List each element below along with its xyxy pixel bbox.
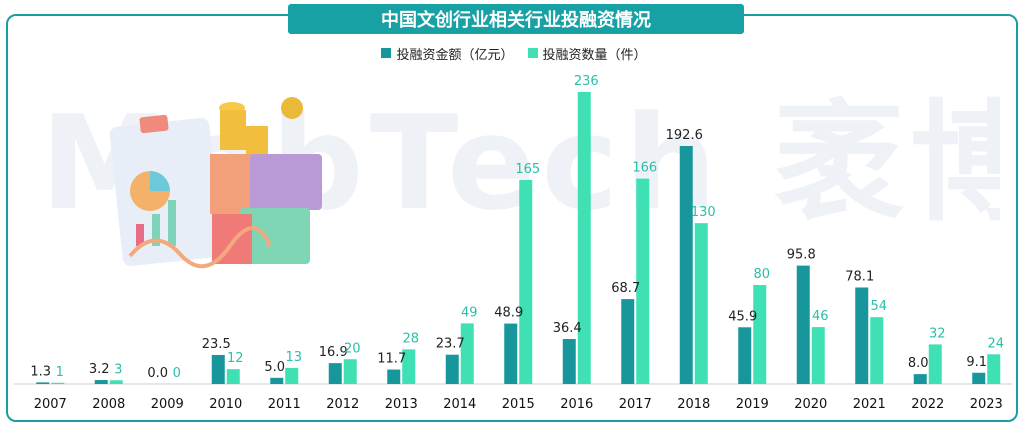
data-label-count-2008: 3 (114, 362, 122, 377)
bar-amount-2015 (504, 323, 518, 384)
bar-amount-2010 (211, 354, 225, 384)
x-tick-label-2021: 2021 (853, 397, 886, 412)
legend-label-amount: 投融资金额（亿元） (396, 47, 514, 63)
data-label-count-2009: 0 (173, 366, 181, 381)
legend-label-count: 投融资数量（件） (542, 47, 647, 63)
bar-count-2008 (109, 380, 123, 384)
data-label-count-2019: 80 (753, 267, 770, 282)
data-label-amount-2021: 78.1 (845, 269, 874, 284)
x-tick-label-2011: 2011 (268, 397, 301, 412)
bar-amount-2012 (328, 363, 342, 384)
bar-amount-2007 (36, 382, 50, 384)
bar-count-2014 (460, 323, 474, 384)
data-label-count-2013: 28 (402, 331, 419, 346)
decorative-illustration (109, 97, 322, 269)
data-label-amount-2011: 5.0 (264, 360, 285, 375)
bar-count-2019 (753, 285, 767, 384)
data-label-count-2007: 1 (56, 365, 64, 380)
data-label-amount-2018: 192.6 (666, 128, 703, 143)
x-tick-label-2018: 2018 (677, 397, 710, 412)
x-tick-label-2010: 2010 (209, 397, 242, 412)
data-label-amount-2022: 8.0 (908, 356, 929, 371)
data-label-amount-2017: 68.7 (611, 281, 640, 296)
legend-swatch-count (527, 48, 538, 58)
data-label-count-2023: 24 (987, 336, 1004, 351)
bar-count-2016 (577, 92, 591, 384)
bar-count-2011 (285, 367, 299, 384)
bar-count-2007 (51, 382, 65, 384)
bar-amount-2017 (621, 299, 635, 384)
data-label-count-2016: 236 (574, 74, 599, 89)
data-label-amount-2023: 9.1 (966, 355, 987, 370)
x-tick-label-2023: 2023 (970, 397, 1003, 412)
bar-amount-2020 (796, 265, 810, 384)
x-tick-label-2012: 2012 (326, 397, 359, 412)
data-label-count-2021: 54 (870, 299, 887, 314)
data-label-count-2012: 20 (344, 341, 361, 356)
bar-amount-2014 (445, 354, 459, 384)
data-label-amount-2012: 16.9 (319, 345, 348, 360)
data-label-count-2017: 166 (632, 161, 657, 176)
bar-amount-2011 (270, 377, 284, 384)
x-tick-label-2016: 2016 (560, 397, 593, 412)
data-label-amount-2014: 23.7 (436, 337, 465, 352)
x-tick-label-2013: 2013 (385, 397, 418, 412)
bar-amount-2008 (94, 380, 108, 384)
data-label-count-2018: 130 (691, 205, 716, 220)
bar-amount-2022 (913, 374, 927, 384)
x-tick-label-2015: 2015 (502, 397, 535, 412)
bar-amount-2023 (972, 372, 986, 384)
bar-count-2023 (987, 354, 1001, 384)
data-label-amount-2008: 3.2 (89, 362, 110, 377)
bar-count-2018 (694, 223, 708, 384)
bar-count-2010 (226, 369, 240, 384)
legend-swatch-amount (381, 48, 392, 58)
bar-amount-2021 (855, 287, 869, 384)
x-tick-label-2020: 2020 (794, 397, 827, 412)
x-tick-label-2008: 2008 (92, 397, 125, 412)
legend-item-amount: 投融资金额（亿元） (381, 44, 514, 63)
x-tick-label-2014: 2014 (443, 397, 476, 412)
bar-count-2013 (402, 349, 416, 384)
bar-count-2022 (928, 344, 942, 384)
legend: 投融资金额（亿元） 投融资数量（件） (0, 42, 1028, 64)
data-label-amount-2013: 11.7 (377, 352, 406, 367)
bar-amount-2019 (738, 327, 752, 384)
data-label-amount-2007: 1.3 (30, 364, 51, 379)
data-label-count-2022: 32 (929, 326, 946, 341)
x-tick-label-2017: 2017 (619, 397, 652, 412)
data-label-amount-2009: 0.0 (147, 366, 168, 381)
data-label-amount-2010: 23.5 (202, 337, 231, 352)
x-tick-label-2007: 2007 (34, 397, 67, 412)
bar-count-2015 (519, 179, 533, 384)
bar-amount-2016 (562, 339, 576, 384)
x-tick-label-2019: 2019 (736, 397, 769, 412)
bar-count-2012 (343, 359, 357, 384)
data-label-count-2010: 12 (227, 351, 244, 366)
data-label-amount-2016: 36.4 (553, 321, 582, 336)
data-label-count-2020: 46 (812, 309, 829, 324)
data-label-amount-2019: 45.9 (728, 309, 757, 324)
bar-count-2020 (811, 327, 825, 384)
bar-amount-2018 (679, 146, 693, 384)
bar-count-2021 (870, 317, 884, 384)
x-tick-label-2022: 2022 (911, 397, 944, 412)
data-label-amount-2020: 95.8 (787, 248, 816, 263)
data-label-amount-2015: 48.9 (494, 306, 523, 321)
data-label-count-2011: 13 (285, 350, 302, 365)
chart-title: 中国文创行业相关行业投融资情况 (288, 4, 744, 34)
data-label-count-2014: 49 (461, 305, 478, 320)
x-tick-label-2009: 2009 (151, 397, 184, 412)
bar-count-2017 (636, 178, 650, 384)
legend-item-count: 投融资数量（件） (527, 44, 647, 63)
bar-amount-2013 (387, 369, 401, 384)
data-label-count-2015: 165 (515, 162, 540, 177)
